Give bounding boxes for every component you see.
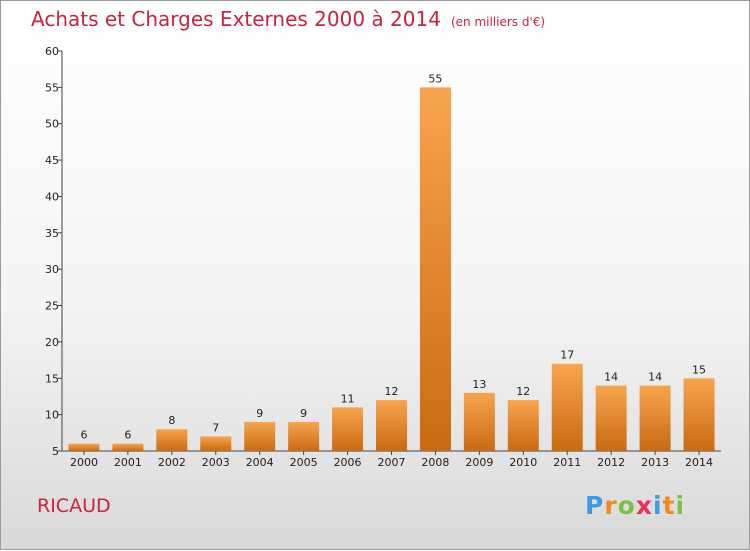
logo-letter: i bbox=[675, 491, 686, 520]
y-tick-label: 30 bbox=[45, 263, 59, 276]
bar-2014 bbox=[683, 378, 715, 451]
x-tick-label: 2003 bbox=[202, 456, 230, 469]
y-tick-label: 40 bbox=[45, 190, 59, 203]
x-tick-label: 2002 bbox=[158, 456, 186, 469]
x-tick-label: 2008 bbox=[421, 456, 449, 469]
logo-letter: t bbox=[662, 491, 676, 520]
y-tick-label: 20 bbox=[45, 336, 59, 349]
bar-2009 bbox=[463, 392, 495, 451]
x-tick-label: 2014 bbox=[685, 456, 713, 469]
y-tick-label: 5 bbox=[52, 445, 59, 458]
logo-letter: x bbox=[635, 491, 653, 520]
x-axis: 2000 2001 2002 2003 2004 2005 2006 2007 2008 2009… bbox=[62, 450, 721, 469]
x-tick-label: 2004 bbox=[246, 456, 274, 469]
chart-subtitle: (en milliers d'€) bbox=[450, 15, 546, 29]
y-tick-label: 45 bbox=[45, 154, 59, 167]
value-label: 17 bbox=[560, 349, 574, 362]
logo-letter: r bbox=[604, 491, 618, 520]
x-tick-label: 2006 bbox=[334, 456, 362, 469]
value-label: 13 bbox=[472, 378, 486, 391]
value-label: 14 bbox=[648, 371, 662, 384]
value-label: 12 bbox=[385, 385, 399, 398]
commune-name: RICAUD bbox=[37, 495, 111, 517]
bar-2013 bbox=[639, 385, 671, 451]
value-labels: 6 6 8 7 9 9 11 12 55 13 12 17 14 14 15 bbox=[80, 72, 706, 441]
bars bbox=[68, 87, 715, 451]
value-label: 8 bbox=[168, 414, 175, 427]
logo-letter: i bbox=[653, 491, 663, 520]
y-tick-label: 10 bbox=[45, 409, 59, 422]
bar-2005 bbox=[288, 421, 320, 451]
y-tick-label: 25 bbox=[45, 300, 59, 313]
chart-title: Achats et Charges Externes 2000 à 2014 bbox=[31, 7, 441, 31]
value-label: 11 bbox=[341, 392, 355, 405]
x-tick-label: 2013 bbox=[641, 456, 669, 469]
value-label: 9 bbox=[256, 407, 263, 420]
value-label: 6 bbox=[80, 429, 87, 442]
bar-2007 bbox=[376, 400, 407, 451]
logo-letter: P bbox=[585, 491, 605, 520]
x-tick-label: 2009 bbox=[465, 456, 493, 469]
x-tick-label: 2001 bbox=[114, 456, 142, 469]
y-tick-label: 50 bbox=[45, 118, 59, 131]
value-label: 15 bbox=[692, 363, 706, 376]
bar-2010 bbox=[507, 400, 539, 451]
x-tick-label: 2010 bbox=[509, 456, 537, 469]
value-label: 14 bbox=[604, 371, 618, 384]
title-row: Achats et Charges Externes 2000 à 2014 (e… bbox=[31, 7, 545, 31]
value-label: 55 bbox=[428, 72, 442, 85]
y-tick-label: 60 bbox=[45, 45, 59, 58]
x-tick-label: 2011 bbox=[553, 456, 581, 469]
bar-2001 bbox=[112, 443, 144, 451]
x-tick-label: 2012 bbox=[597, 456, 625, 469]
value-label: 12 bbox=[516, 385, 530, 398]
y-tick-label: 15 bbox=[45, 372, 59, 385]
value-label: 9 bbox=[300, 407, 307, 420]
bar-2004 bbox=[244, 421, 276, 451]
x-tick-label: 2000 bbox=[70, 456, 98, 469]
logo-letter: o bbox=[617, 491, 636, 520]
x-tick-label: 2005 bbox=[290, 456, 318, 469]
x-tick-label: 2007 bbox=[378, 456, 406, 469]
proxiti-logo[interactable]: Proxiti bbox=[585, 491, 685, 520]
bar-2003 bbox=[200, 436, 232, 451]
bar-2002 bbox=[156, 429, 188, 451]
bar-2006 bbox=[332, 407, 364, 451]
value-label: 7 bbox=[212, 421, 219, 434]
bar-2000 bbox=[68, 443, 100, 451]
bar-2011 bbox=[551, 363, 583, 451]
y-axis: 5 10 15 20 25 30 35 40 45 50 55 60 bbox=[45, 45, 63, 458]
y-tick-label: 55 bbox=[45, 81, 59, 94]
value-label: 6 bbox=[124, 429, 131, 442]
bar-2008 bbox=[419, 87, 451, 451]
y-tick-label: 35 bbox=[45, 227, 59, 240]
bar-2012 bbox=[595, 385, 627, 451]
